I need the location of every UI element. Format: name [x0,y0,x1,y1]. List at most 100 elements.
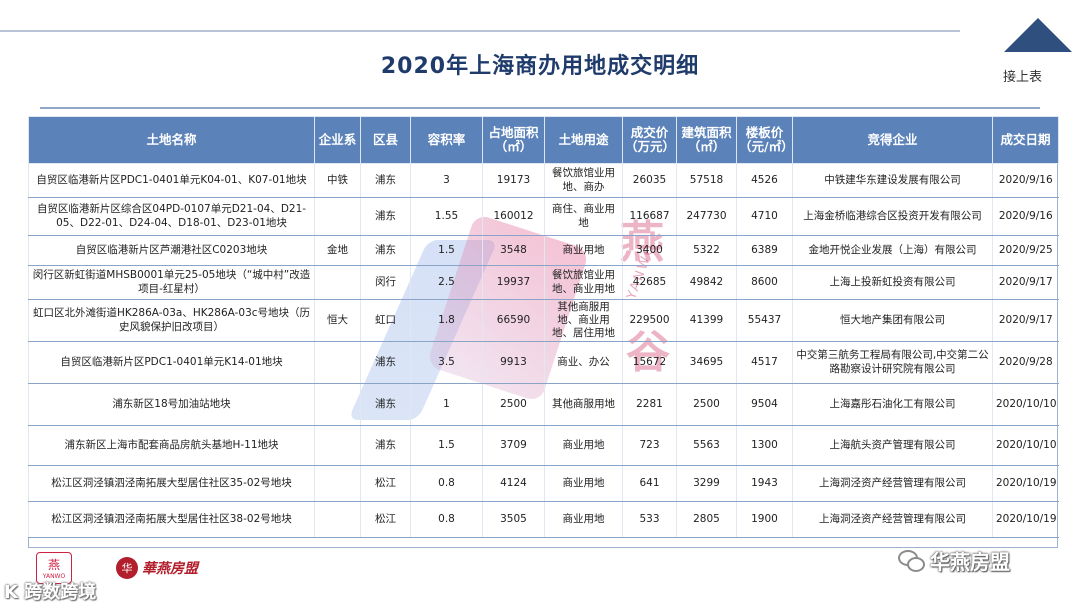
table-cell: 66590 [482,299,545,342]
table-cell: 上海上投新虹投资有限公司 [792,265,993,300]
table-row: 自贸区临港新片区综合区04PD-0107单元D21-04、D21-05、D22-… [28,197,1059,236]
wechat-account-name: 华燕房盟 [930,550,1010,574]
table-cell: 中交第三航务工程局有限公司,中交第二公路勘察设计研究院有限公司 [792,341,993,384]
table-cell: 上海金桥临港综合区投资开发有限公司 [792,197,993,236]
table-cell: 8600 [736,265,793,300]
table-row: 闵行区新虹街道MHSB0001单元25-05地块（“城中村”改造项目-红星村） 闵… [28,265,1059,300]
table-cell: 松江 [360,501,411,538]
table-body: 自贸区临港新片区PDC1-0401单元K04-01、K07-01地块 中铁 浦东 3 1… [28,163,1059,538]
column-header: 区县 [360,116,411,164]
table-header-row: 土地名称 企业系 区县 容积率 占地面积（㎡） 土地用途 成交价（万元） 建筑面积（㎡） 楼板价… [28,116,1059,164]
table-cell: 5563 [676,425,737,466]
table-cell: 5322 [676,235,737,266]
table-cell: 闵行 [360,265,411,300]
yanwo-logo: 燕 YANWO [36,552,72,584]
table-row: 浦东新区18号加油站地块 浦东 1 2500 其他商服用地 2281 2500 9504 上海嘉… [28,383,1059,426]
table-cell [314,465,361,502]
nav-up-arrow-icon[interactable] [1004,18,1072,52]
table-cell [314,265,361,300]
table-cell: 723 [622,425,677,466]
table-cell: 浦东 [360,235,411,266]
nav-continued-label[interactable]: 接上表 [1003,70,1043,85]
table-cell: 中铁 [314,163,361,198]
table-row: 自贸区临港新片区PDC1-0401单元K14-01地块 浦东 3.5 9913 商业、办… [28,341,1059,384]
yanwo-logo-char: 燕 [47,558,60,572]
table-cell [314,501,361,538]
table-cell: 2020/9/25 [992,235,1059,266]
table-cell: 3299 [676,465,737,502]
table-cell: 0.8 [410,501,483,538]
table-cell: 533 [622,501,677,538]
table-row: 浦东新区上海市配套商品房航头基地H-11地块 浦东 1.5 3709 商业用地 723 55… [28,425,1059,466]
column-header: 成交日期 [992,116,1059,164]
table-cell: 浦东新区18号加油站地块 [28,383,315,426]
table-cell: 49842 [676,265,737,300]
column-header: 占地面积（㎡） [482,116,545,164]
table-cell: 55437 [736,299,793,342]
table-cell: 2020/9/16 [992,163,1059,198]
huayan-logo: 华 華燕房盟 [116,555,198,581]
table-cell: 1.5 [410,425,483,466]
table-cell: 19173 [482,163,545,198]
table-cell: 9504 [736,383,793,426]
table-cell: 4710 [736,197,793,236]
table-cell: 34695 [676,341,737,384]
table-cell: 2020/10/10 [992,425,1059,466]
column-header: 企业系 [314,116,361,164]
table-cell: 1.8 [410,299,483,342]
table-cell: 金地 [314,235,361,266]
table-cell [314,425,361,466]
column-header: 土地用途 [544,116,623,164]
top-rule [0,30,960,32]
table-cell: 2805 [676,501,737,538]
table-cell: 2020/9/17 [992,265,1059,300]
table-cell: 1900 [736,501,793,538]
table-cell: 自贸区临港新片区芦潮港社区C0203地块 [28,235,315,266]
table-cell: 恒大 [314,299,361,342]
table-cell: 2500 [676,383,737,426]
table-cell: 2.5 [410,265,483,300]
table-cell: 3505 [482,501,545,538]
table-cell [314,197,361,236]
table-cell: 2020/9/28 [992,341,1059,384]
huayan-logo-text: 華燕房盟 [142,561,198,577]
table-cell [314,341,361,384]
table-cell: 浦东 [360,163,411,198]
table-cell: 4124 [482,465,545,502]
table-cell: 641 [622,465,677,502]
table-cell: 3 [410,163,483,198]
table-cell: 3400 [622,235,677,266]
table-cell: 26035 [622,163,677,198]
table-row: 松江区洞泾镇泗泾南拓展大型居住社区35-02号地块 松江 0.8 4124 商业用地 64… [28,465,1059,502]
table-cell: 57518 [676,163,737,198]
cross-border-watermark: K 跨数跨境 [4,582,97,603]
table-cell: 浦东新区上海市配套商品房航头基地H-11地块 [28,425,315,466]
huayan-seal-icon: 华 [116,557,138,579]
table-cell: 6389 [736,235,793,266]
table-cell: 2020/9/16 [992,197,1059,236]
table-cell: 229500 [622,299,677,342]
table-cell: 金地开悦企业发展（上海）有限公司 [792,235,993,266]
column-header: 楼板价（元/㎡） [736,116,794,164]
table-cell: 商业、办公 [544,341,623,384]
table-cell: 虹口 [360,299,411,342]
table-row: 松江区洞泾镇泗泾南拓展大型居住社区38-02号地块 松江 0.8 3505 商业用地 53… [28,501,1059,538]
table-cell: 3.5 [410,341,483,384]
table-cell: 2020/10/19 [992,465,1059,502]
wechat-account: 华燕房盟 [898,546,1010,575]
table-cell: 15672 [622,341,677,384]
table-cell: 上海洞泾资产经营管理有限公司 [792,501,993,538]
table-cell: 浦东 [360,197,411,236]
table-cell: 松江区洞泾镇泗泾南拓展大型居住社区35-02号地块 [28,465,315,502]
column-header: 竞得企业 [792,116,993,164]
table-cell: 4517 [736,341,793,384]
table-cell: 上海嘉彤石油化工有限公司 [792,383,993,426]
column-header: 土地名称 [28,116,315,164]
table-cell: 恒大地产集团有限公司 [792,299,993,342]
table-cell: 41399 [676,299,737,342]
table-cell: 1 [410,383,483,426]
table-cell: 2020/10/19 [992,501,1059,538]
table-cell: 浦东 [360,425,411,466]
page-title: 2020年上海商办用地成交明细 [380,54,700,79]
column-header: 建筑面积（㎡） [676,116,737,164]
